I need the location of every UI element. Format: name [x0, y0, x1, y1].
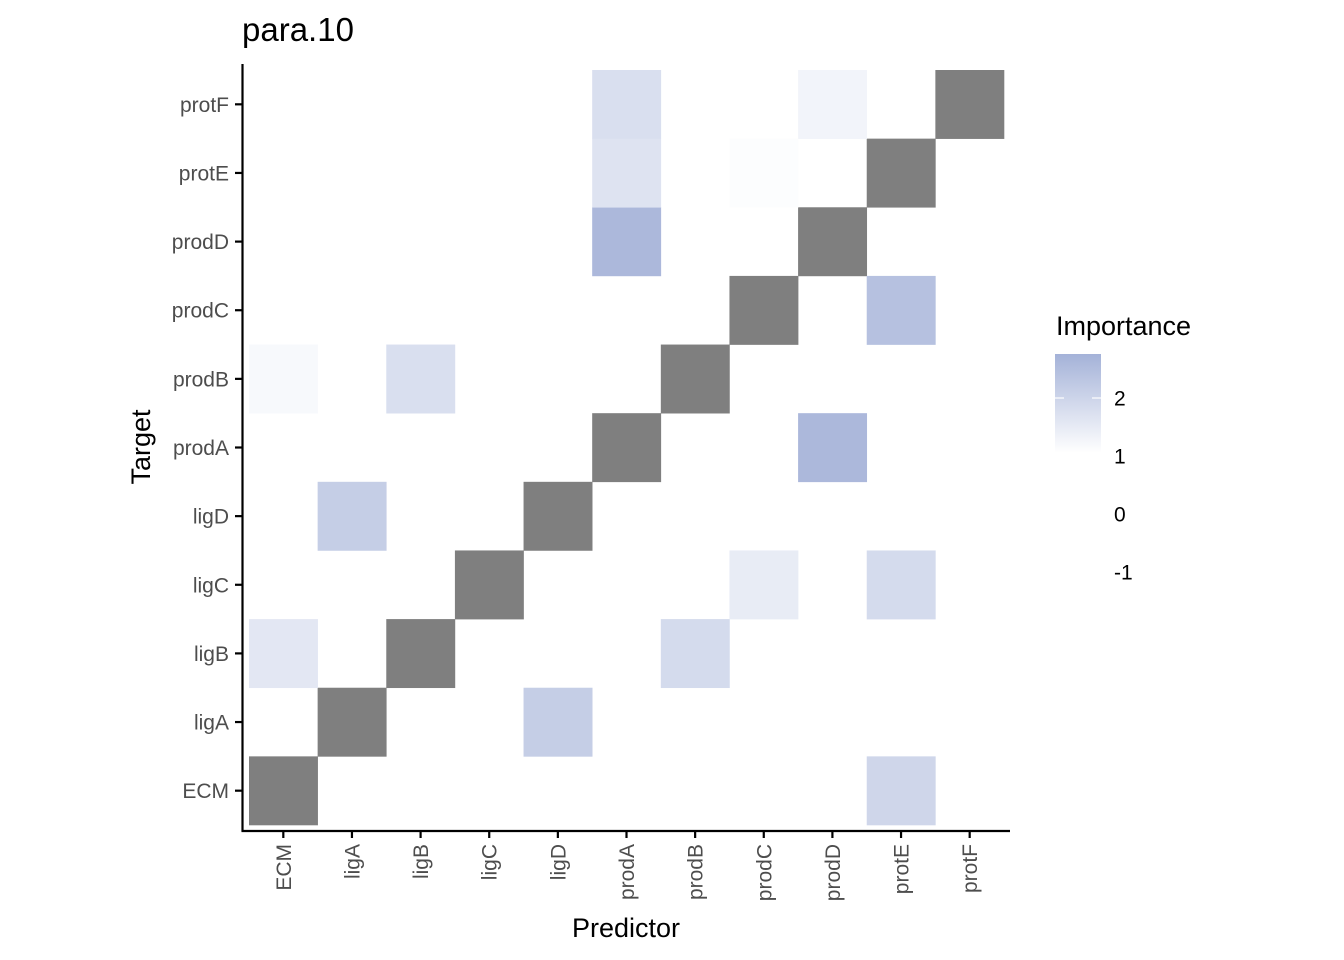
heatmap-cell-ligD-ligA [523, 687, 593, 757]
heatmap-cell-ECM-ligB [249, 619, 318, 689]
heatmap-cell-prodD-prodA [798, 413, 868, 483]
x-axis-title: Predictor [572, 913, 680, 943]
x-tick-label: ligC [479, 844, 502, 880]
x-tick-label: ligA [341, 844, 364, 879]
legend-tick-label: 0 [1114, 504, 1126, 527]
x-tick-label: prodC [753, 844, 776, 901]
y-tick-label: protF [180, 94, 229, 117]
y-tick-label: ligD [193, 506, 229, 529]
diagonal-cell-ligD [523, 481, 593, 551]
x-tick-label: prodD [822, 844, 845, 901]
y-tick-label: prodA [173, 437, 229, 460]
diagonal-cell-ligB [386, 619, 456, 689]
y-axis-title: Target [126, 409, 156, 485]
x-tick-label: protF [959, 844, 982, 893]
legend-tick-label: 1 [1114, 446, 1126, 469]
x-tick-label: ECM [273, 844, 296, 891]
y-tick-label: prodD [172, 231, 229, 254]
diagonal-cell-prodB [660, 344, 730, 414]
heatmap-cell-prodC-ligC [729, 550, 799, 620]
y-tick-label: ligA [194, 712, 229, 735]
x-tick-label: prodA [616, 844, 639, 900]
legend-tick-label: 2 [1114, 388, 1126, 411]
legend-colorbar [1055, 354, 1101, 453]
diagonal-cell-ECM [249, 756, 318, 826]
legend-ticks: 2 1 0 -1 [1055, 388, 1133, 585]
heatmap-cell-protE-prodC [866, 275, 936, 345]
x-tick-label: ligB [410, 844, 433, 879]
y-axis-ticks: ECM ligA ligB ligC ligD prodA prodB prodC prodD p… [172, 94, 242, 803]
heatmap-cell-protE-ECM [866, 756, 936, 826]
x-tick-label: ligD [547, 844, 570, 880]
y-tick-label: prodC [172, 300, 229, 323]
y-tick-label: prodB [173, 368, 229, 391]
diagonal-cell-prodA [592, 413, 662, 483]
heatmap-cell-prodD-protF [798, 70, 868, 139]
y-tick-label: ligC [193, 574, 229, 597]
diagonal-cell-ligC [454, 550, 524, 620]
diagonal-cell-ligA [317, 687, 387, 757]
heatmap-cells [249, 70, 1005, 826]
heatmap-cell-ECM-prodB [249, 344, 318, 414]
y-tick-label: ECM [182, 780, 229, 803]
x-tick-label: prodB [685, 844, 708, 900]
diagonal-cell-prodC [729, 275, 799, 345]
x-axis-ticks: ECM ligA ligB ligC ligD prodA prodB prodC prodD p… [273, 831, 982, 901]
heatmap-cell-prodA-prodD [592, 207, 662, 277]
diagonal-cell-protF [935, 70, 1005, 139]
heatmap-cell-ligB-prodB [386, 344, 456, 414]
legend-tick-label: -1 [1114, 562, 1133, 585]
diagonal-cell-prodD [798, 207, 868, 277]
heatmap-cell-protE-ligC [866, 550, 936, 620]
legend-title: Importance [1056, 311, 1191, 341]
heatmap-cell-prodC-protE [729, 138, 799, 208]
legend: Importance 2 1 0 -1 [1055, 311, 1191, 585]
diagonal-cell-protE [866, 138, 936, 208]
chart-title: para.10 [242, 11, 354, 48]
heatmap-cell-prodA-protE [592, 138, 662, 208]
heatmap-cell-prodB-ligB [660, 619, 730, 689]
heatmap-cell-prodA-protF [592, 70, 662, 139]
x-tick-label: protE [891, 844, 914, 894]
y-tick-label: ligB [194, 643, 229, 666]
heatmap-cell-ligA-ligD [317, 481, 387, 551]
y-tick-label: protE [179, 162, 229, 185]
